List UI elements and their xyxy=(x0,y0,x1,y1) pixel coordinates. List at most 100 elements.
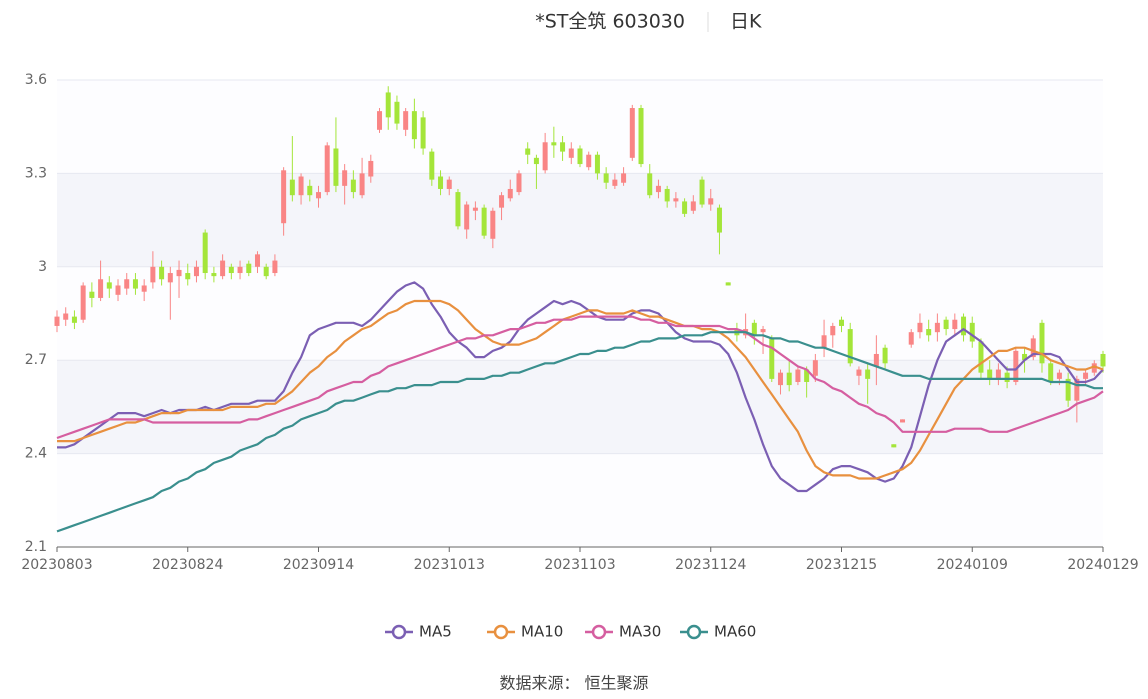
x-tick-label: 20231124 xyxy=(675,557,746,573)
candle-body xyxy=(525,148,531,155)
candle-body xyxy=(237,266,243,274)
candle-body xyxy=(263,266,269,277)
candle-body xyxy=(690,201,696,211)
plot-band xyxy=(57,453,1103,547)
candle-body xyxy=(699,179,705,205)
ma-line xyxy=(57,299,1104,480)
candle-body xyxy=(63,313,69,320)
candle-body xyxy=(254,254,260,267)
candle-body xyxy=(71,316,77,323)
candle-body xyxy=(926,329,932,336)
candle-body xyxy=(132,279,138,289)
candle-body xyxy=(115,285,121,295)
candle-body xyxy=(551,142,557,146)
candle-body xyxy=(54,316,60,326)
x-tick-label: 20240109 xyxy=(937,557,1008,573)
candle-body xyxy=(612,179,618,186)
y-tick-label: 2.4 xyxy=(25,446,47,462)
candle-body xyxy=(246,263,252,274)
candle-body xyxy=(333,148,339,186)
legend-label: MA5 xyxy=(419,623,452,641)
candle-body xyxy=(80,285,86,320)
candle-body xyxy=(220,260,226,277)
candle-body xyxy=(978,341,984,373)
candle-body xyxy=(394,101,400,124)
candle-body xyxy=(716,207,722,233)
candle-body xyxy=(272,260,278,274)
candle-body xyxy=(882,347,888,364)
candle-body xyxy=(1004,372,1010,382)
candle-body xyxy=(682,201,688,214)
candle-body xyxy=(568,148,574,158)
candle-body xyxy=(961,316,967,336)
candle-body xyxy=(1039,322,1045,364)
chart-title: *ST全筑 603030 xyxy=(535,11,685,33)
candle-body xyxy=(603,173,609,183)
candle-body xyxy=(464,204,470,230)
candle-body xyxy=(830,325,836,336)
candle-body xyxy=(1056,372,1062,379)
candle-body xyxy=(211,273,217,277)
candle-body xyxy=(708,198,714,205)
candle-body xyxy=(124,279,130,289)
x-tick-label: 20230803 xyxy=(21,557,92,573)
candle-body xyxy=(289,179,295,196)
candle-body xyxy=(839,319,844,326)
y-tick-label: 3 xyxy=(38,259,47,275)
candle-body xyxy=(176,269,182,277)
chart-subtitle: 日K xyxy=(730,11,762,33)
candle-body xyxy=(560,142,566,152)
candle-body xyxy=(499,195,505,208)
candle-body xyxy=(472,207,478,211)
y-tick-label: 3.3 xyxy=(25,165,47,181)
candle-body xyxy=(821,335,827,348)
candle-body xyxy=(167,273,173,283)
candle-body xyxy=(342,170,348,186)
candle-body xyxy=(786,372,792,386)
candle-body xyxy=(586,154,592,168)
y-tick-label: 3.6 xyxy=(25,72,47,88)
candle-body xyxy=(516,173,522,193)
y-tick-label: 2.7 xyxy=(25,352,47,368)
candle-body xyxy=(952,319,958,330)
candle-body xyxy=(1074,378,1080,401)
candle-body xyxy=(865,369,871,379)
candle-body xyxy=(438,176,444,189)
candle-body xyxy=(1091,363,1097,373)
candle-body xyxy=(193,266,199,277)
candle-body xyxy=(141,285,147,292)
legend-label: MA10 xyxy=(521,623,563,641)
candle-body xyxy=(594,154,600,174)
candle-body xyxy=(106,282,112,289)
x-tick-label: 20240129 xyxy=(1067,557,1138,573)
candle-body xyxy=(1048,363,1054,382)
candle-body xyxy=(995,369,1001,379)
candle-body xyxy=(324,145,330,193)
candle-body xyxy=(507,188,513,199)
candle-body xyxy=(455,192,461,227)
y-tick-label: 2.1 xyxy=(25,539,47,555)
candle-body xyxy=(228,266,234,274)
legend-marker xyxy=(591,624,607,640)
candle-body xyxy=(969,322,975,342)
candle-body xyxy=(777,372,783,386)
candle-body xyxy=(411,111,417,140)
candle-body xyxy=(760,329,766,333)
candle-body xyxy=(98,279,104,298)
candle-body xyxy=(542,142,548,171)
candle-body xyxy=(655,185,661,193)
source-note: 数据来源： 恒生聚源 xyxy=(499,674,648,693)
ma-line xyxy=(56,315,1104,440)
candle-body xyxy=(1013,350,1019,382)
candle-body xyxy=(533,157,539,165)
candle-body xyxy=(638,108,644,165)
candle-body xyxy=(481,207,487,236)
candle-body xyxy=(856,369,862,376)
candle-body xyxy=(1083,372,1089,379)
candle-body xyxy=(847,329,853,364)
plot-background xyxy=(57,79,1103,548)
candle-body xyxy=(577,148,583,165)
x-tick-label: 20231013 xyxy=(414,557,485,573)
candle-body xyxy=(908,332,914,345)
candle-body xyxy=(150,266,156,283)
